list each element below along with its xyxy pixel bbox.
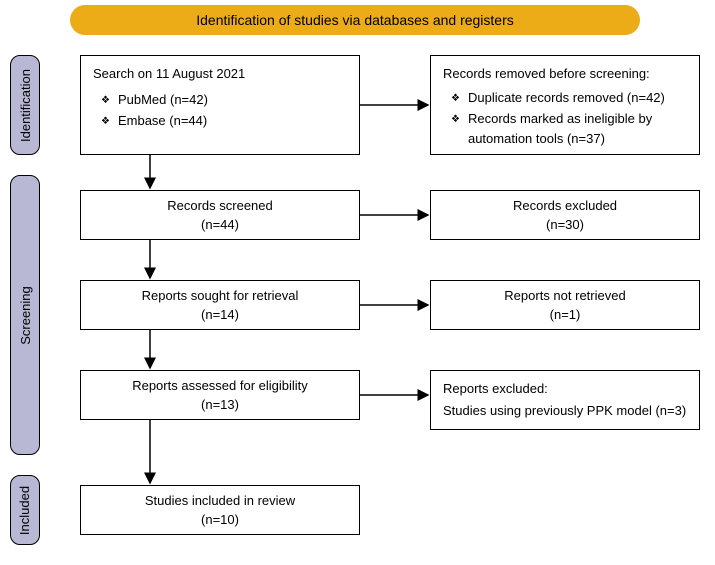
assessed-l1: Reports assessed for eligibility — [132, 376, 308, 396]
assessed-l2: (n=13) — [201, 395, 239, 415]
notret-l1: Reports not retrieved — [504, 286, 625, 306]
sought-l2: (n=14) — [201, 305, 239, 325]
bullet-icon: ❖ — [451, 91, 460, 106]
box-included: Studies included in review (n=10) — [80, 485, 360, 535]
bullet-icon: ❖ — [101, 93, 110, 108]
sought-l1: Reports sought for retrieval — [142, 286, 299, 306]
header-pill: Identification of studies via databases … — [70, 5, 640, 35]
excluded-l1: Records excluded — [513, 196, 617, 216]
header-title: Identification of studies via databases … — [196, 12, 514, 28]
box-screened: Records screened (n=44) — [80, 190, 360, 240]
box-assessed: Reports assessed for eligibility (n=13) — [80, 370, 360, 420]
included-l1: Studies included in review — [145, 491, 295, 511]
search-item2: Embase (n=44) — [118, 111, 207, 131]
removed-item1: Duplicate records removed (n=42) — [468, 88, 665, 108]
search-title: Search on 11 August 2021 — [93, 64, 347, 84]
bullet-icon: ❖ — [451, 112, 460, 127]
phase-included-label: Included — [18, 485, 33, 534]
phase-included: Included — [10, 475, 40, 545]
rex-l1: Reports excluded: — [443, 379, 687, 399]
phase-identification-label: Identification — [18, 69, 33, 142]
removed-title: Records removed before screening: — [443, 64, 687, 84]
excluded-l2: (n=30) — [546, 215, 584, 235]
box-removed: Records removed before screening: ❖ Dupl… — [430, 55, 700, 155]
phase-screening-label: Screening — [18, 286, 33, 345]
rex-l2: Studies using previously PPK model (n=3) — [443, 401, 687, 421]
screened-l2: (n=44) — [201, 215, 239, 235]
screened-l1: Records screened — [167, 196, 273, 216]
removed-item1-row: ❖ Duplicate records removed (n=42) — [451, 88, 687, 108]
box-search: Search on 11 August 2021 ❖ PubMed (n=42)… — [80, 55, 360, 155]
search-item2-row: ❖ Embase (n=44) — [101, 111, 347, 131]
box-excluded: Records excluded (n=30) — [430, 190, 700, 240]
phase-identification: Identification — [10, 55, 40, 155]
phase-screening: Screening — [10, 175, 40, 455]
search-item1-row: ❖ PubMed (n=42) — [101, 90, 347, 110]
box-rex: Reports excluded: Studies using previous… — [430, 370, 700, 430]
box-sought: Reports sought for retrieval (n=14) — [80, 280, 360, 330]
notret-l2: (n=1) — [550, 305, 581, 325]
included-l2: (n=10) — [201, 510, 239, 530]
bullet-icon: ❖ — [101, 114, 110, 129]
removed-item2-row: ❖ Records marked as ineligible by automa… — [451, 109, 687, 148]
removed-item2: Records marked as ineligible by automati… — [468, 109, 687, 148]
box-notret: Reports not retrieved (n=1) — [430, 280, 700, 330]
search-item1: PubMed (n=42) — [118, 90, 208, 110]
